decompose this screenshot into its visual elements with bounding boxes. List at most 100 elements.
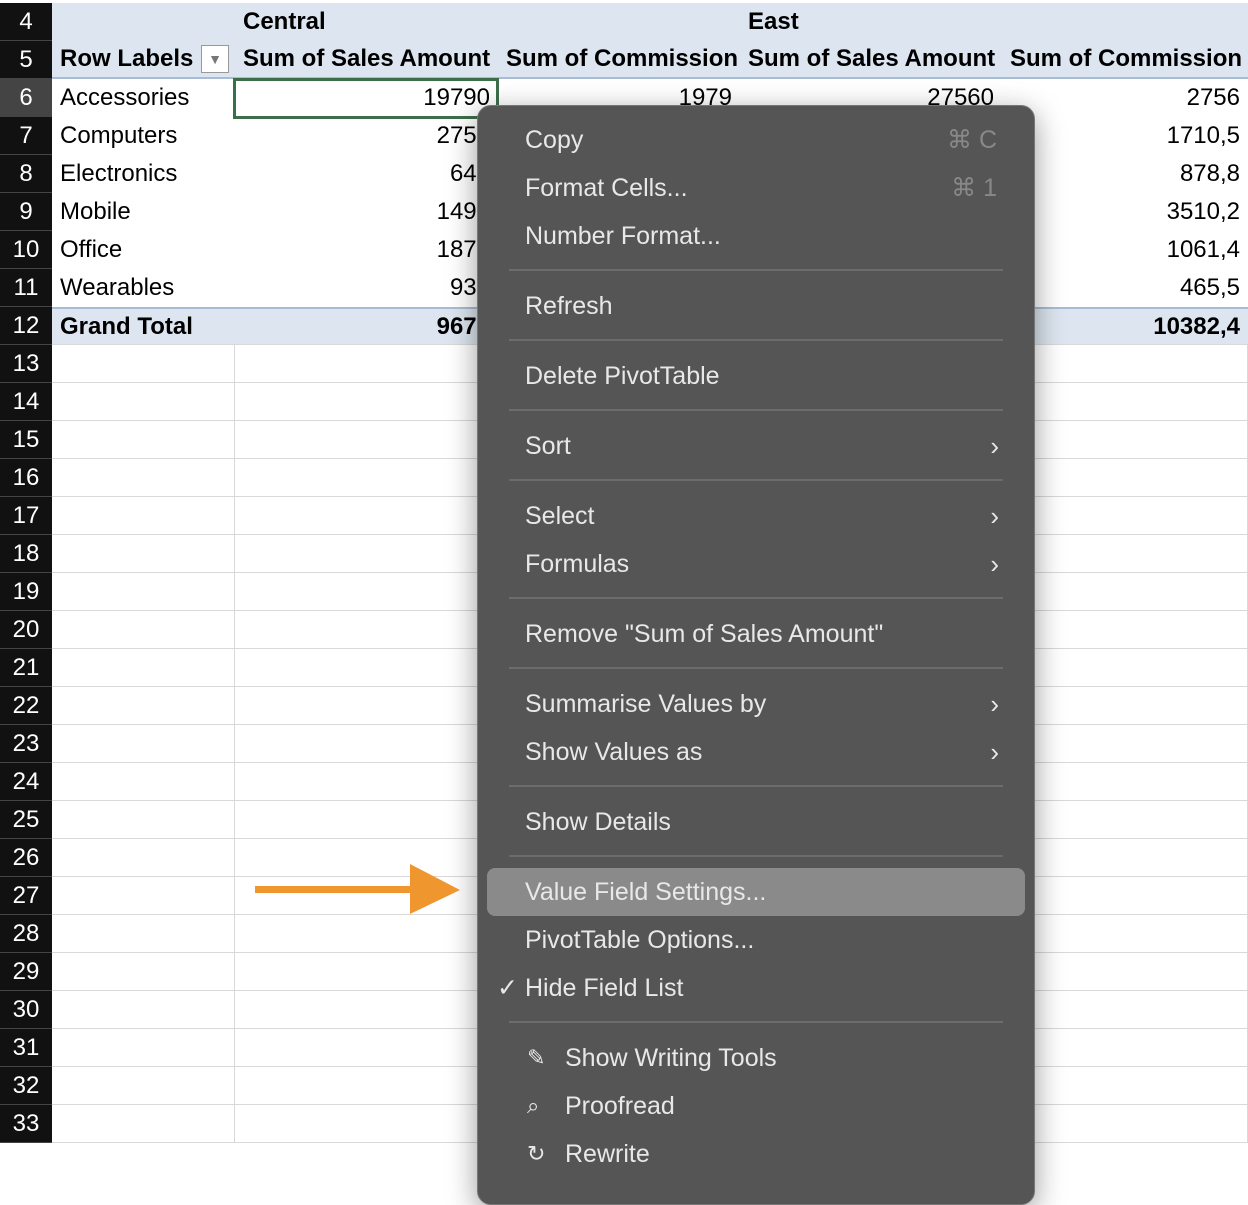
- row-header[interactable]: 18: [0, 535, 52, 573]
- filter-dropdown-button[interactable]: ▼: [201, 45, 229, 73]
- empty-cell[interactable]: [235, 953, 498, 991]
- empty-cell[interactable]: [235, 535, 498, 573]
- menu-number-format[interactable]: Number Format...: [487, 212, 1025, 260]
- menu-value-field-settings[interactable]: Value Field Settings...: [487, 868, 1025, 916]
- row-header[interactable]: 22: [0, 687, 52, 725]
- empty-cell[interactable]: [52, 611, 235, 649]
- row-header[interactable]: 7: [0, 117, 52, 155]
- menu-pivottable-options[interactable]: PivotTable Options...: [487, 916, 1025, 964]
- empty-cell[interactable]: [52, 763, 235, 801]
- empty-cell[interactable]: [52, 687, 235, 725]
- empty-cell[interactable]: [1002, 421, 1248, 459]
- row-header[interactable]: 13: [0, 345, 52, 383]
- empty-cell[interactable]: [235, 1067, 498, 1105]
- menu-show-values-as[interactable]: Show Values as ›: [487, 728, 1025, 776]
- empty-cell[interactable]: [52, 953, 235, 991]
- empty-cell[interactable]: [1002, 839, 1248, 877]
- empty-cell[interactable]: [52, 573, 235, 611]
- empty-cell[interactable]: [235, 725, 498, 763]
- menu-sort[interactable]: Sort ›: [487, 422, 1025, 470]
- row-header[interactable]: 16: [0, 459, 52, 497]
- empty-cell[interactable]: [52, 1105, 235, 1143]
- menu-formulas[interactable]: Formulas ›: [487, 540, 1025, 588]
- value-cell[interactable]: 2756: [1186, 84, 1240, 111]
- row-header[interactable]: 32: [0, 1067, 52, 1105]
- empty-cell[interactable]: [1002, 953, 1248, 991]
- row-header[interactable]: 14: [0, 383, 52, 421]
- menu-select[interactable]: Select ›: [487, 492, 1025, 540]
- row-header[interactable]: 24: [0, 763, 52, 801]
- row-header[interactable]: 5: [0, 41, 52, 79]
- empty-cell[interactable]: [235, 497, 498, 535]
- menu-show-writing-tools[interactable]: ✎ Show Writing Tools: [487, 1034, 1025, 1082]
- empty-cell[interactable]: [1002, 687, 1248, 725]
- empty-cell[interactable]: [1002, 915, 1248, 953]
- menu-format-cells[interactable]: Format Cells... ⌘ 1: [487, 164, 1025, 212]
- empty-cell[interactable]: [1002, 535, 1248, 573]
- row-header[interactable]: 11: [0, 269, 52, 307]
- row-header[interactable]: 4: [0, 3, 52, 41]
- empty-cell[interactable]: [235, 763, 498, 801]
- empty-cell[interactable]: [235, 687, 498, 725]
- menu-copy[interactable]: Copy ⌘ C: [487, 116, 1025, 164]
- empty-cell[interactable]: [235, 573, 498, 611]
- row-header[interactable]: 8: [0, 155, 52, 193]
- empty-cell[interactable]: [52, 649, 235, 687]
- value-cell[interactable]: 2751: [436, 122, 490, 149]
- value-cell[interactable]: 19790: [423, 84, 490, 111]
- row-header[interactable]: 28: [0, 915, 52, 953]
- row-header[interactable]: 25: [0, 801, 52, 839]
- row-header[interactable]: 19: [0, 573, 52, 611]
- empty-cell[interactable]: [235, 915, 498, 953]
- empty-cell[interactable]: [235, 801, 498, 839]
- empty-cell[interactable]: [235, 345, 498, 383]
- empty-cell[interactable]: [52, 1067, 235, 1105]
- row-label[interactable]: Accessories: [60, 84, 190, 111]
- value-cell[interactable]: 640: [449, 160, 490, 187]
- row-header[interactable]: 20: [0, 611, 52, 649]
- row-label[interactable]: Electronics: [60, 160, 178, 187]
- empty-cell[interactable]: [52, 497, 235, 535]
- empty-cell[interactable]: [1002, 1067, 1248, 1105]
- row-label[interactable]: Computers: [60, 122, 178, 149]
- empty-cell[interactable]: [1002, 573, 1248, 611]
- value-cell[interactable]: 1061,4: [1166, 236, 1240, 263]
- row-header[interactable]: 15: [0, 421, 52, 459]
- empty-cell[interactable]: [1002, 459, 1248, 497]
- empty-cell[interactable]: [235, 991, 498, 1029]
- empty-cell[interactable]: [235, 421, 498, 459]
- empty-cell[interactable]: [235, 1029, 498, 1067]
- row-header[interactable]: 17: [0, 497, 52, 535]
- empty-cell[interactable]: [1002, 1029, 1248, 1067]
- menu-show-details[interactable]: Show Details: [487, 798, 1025, 846]
- row-header[interactable]: 6: [0, 79, 52, 117]
- row-header[interactable]: 10: [0, 231, 52, 269]
- empty-cell[interactable]: [235, 1105, 498, 1143]
- value-cell[interactable]: 1710,5: [1166, 122, 1240, 149]
- empty-cell[interactable]: [52, 459, 235, 497]
- row-header[interactable]: 29: [0, 953, 52, 991]
- empty-cell[interactable]: [52, 345, 235, 383]
- empty-cell[interactable]: [52, 725, 235, 763]
- row-header[interactable]: 30: [0, 991, 52, 1029]
- empty-cell[interactable]: [1002, 991, 1248, 1029]
- empty-cell[interactable]: [1002, 383, 1248, 421]
- row-header[interactable]: 21: [0, 649, 52, 687]
- empty-cell[interactable]: [235, 611, 498, 649]
- empty-cell[interactable]: [1002, 345, 1248, 383]
- menu-proofread[interactable]: ⌕ Proofread: [487, 1082, 1025, 1130]
- row-header[interactable]: 26: [0, 839, 52, 877]
- value-cell[interactable]: 878,8: [1179, 160, 1240, 187]
- empty-cell[interactable]: [52, 991, 235, 1029]
- row-header[interactable]: 23: [0, 725, 52, 763]
- row-header[interactable]: 9: [0, 193, 52, 231]
- row-label[interactable]: Wearables: [60, 274, 175, 301]
- grand-total-value[interactable]: 10382,4: [1002, 307, 1248, 345]
- empty-cell[interactable]: [52, 1029, 235, 1067]
- menu-hide-field-list[interactable]: ✓ Hide Field List: [487, 964, 1025, 1012]
- value-cell[interactable]: 1878: [436, 236, 490, 263]
- empty-cell[interactable]: [235, 383, 498, 421]
- empty-cell[interactable]: [235, 459, 498, 497]
- value-cell[interactable]: 1494: [436, 198, 490, 225]
- row-header[interactable]: 27: [0, 877, 52, 915]
